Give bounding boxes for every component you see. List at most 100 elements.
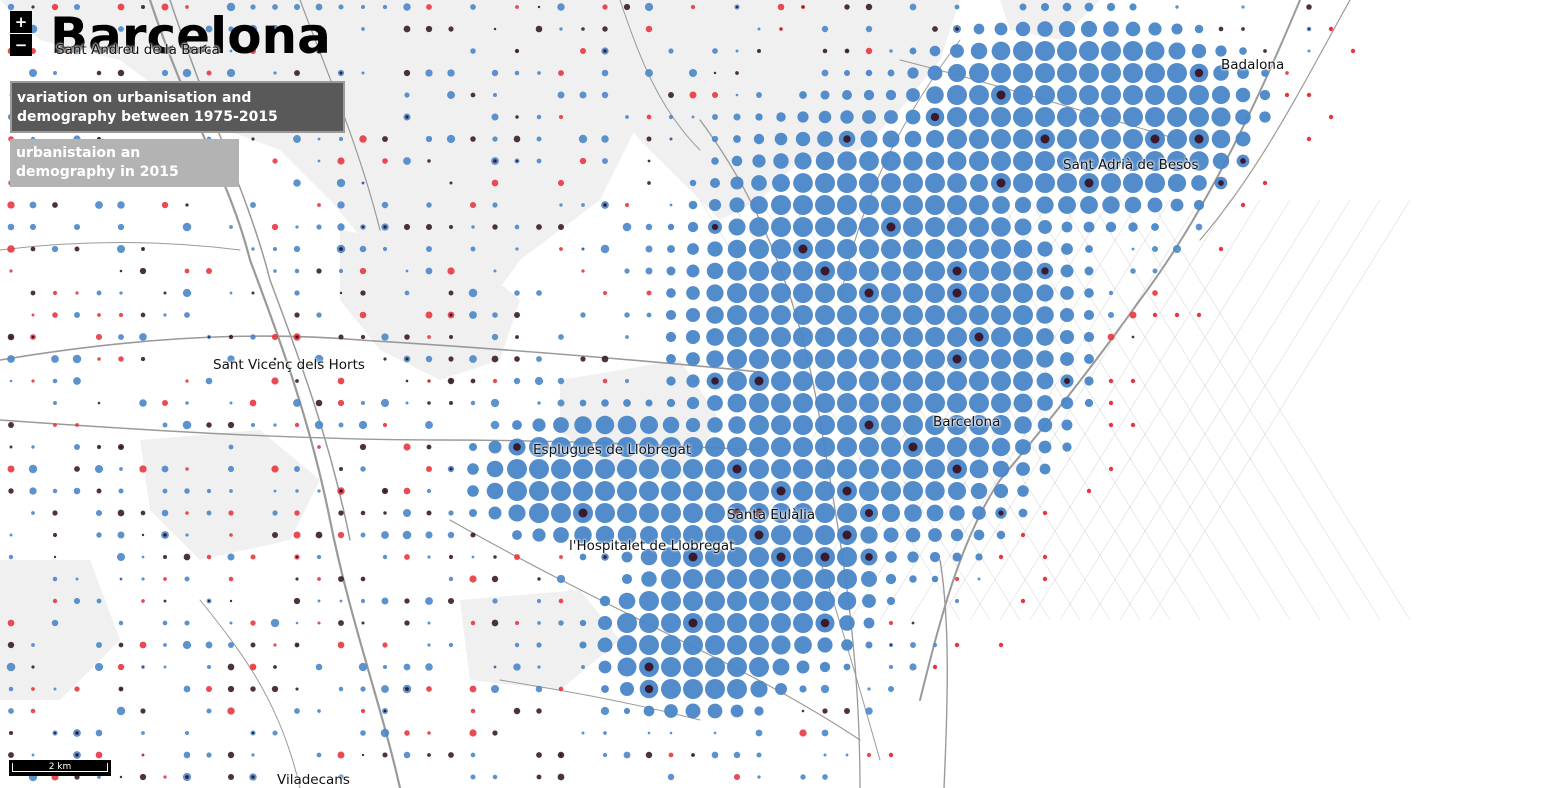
data-dot <box>1167 63 1187 83</box>
terrain-patch <box>340 230 520 380</box>
data-dot <box>903 327 923 347</box>
data-dot <box>536 136 542 142</box>
data-dot <box>841 639 853 651</box>
data-dot <box>183 751 191 759</box>
data-dot <box>161 509 169 517</box>
data-dot <box>338 510 344 516</box>
data-dot <box>95 509 103 517</box>
data-dot <box>931 575 939 583</box>
data-dot <box>1261 69 1269 77</box>
data-dot <box>625 115 629 119</box>
layer-2015-button[interactable]: urbanistaion an demography in 2015 <box>10 139 239 187</box>
data-dot <box>1036 284 1054 302</box>
data-dot <box>905 109 921 125</box>
data-dot <box>842 486 852 496</box>
data-dot <box>617 613 637 633</box>
data-dot <box>661 591 681 611</box>
data-dot <box>339 291 343 295</box>
data-dot <box>529 459 549 479</box>
data-dot <box>360 532 366 538</box>
data-dot <box>688 618 698 628</box>
data-dot <box>952 354 962 364</box>
data-dot <box>625 335 629 339</box>
data-dot <box>821 25 829 33</box>
data-dot <box>864 288 874 298</box>
data-dot <box>771 371 791 391</box>
data-dot <box>889 49 893 53</box>
data-dot <box>515 5 519 9</box>
zoom-out-button[interactable]: − <box>10 34 32 56</box>
data-dot <box>749 261 769 281</box>
data-dot <box>955 27 959 31</box>
city-street <box>909 199 1171 621</box>
data-dot <box>949 505 965 521</box>
data-dot <box>952 552 962 562</box>
data-dot <box>645 245 653 253</box>
data-dot <box>661 459 681 479</box>
data-dot <box>117 531 125 539</box>
data-dot <box>139 267 147 275</box>
data-dot <box>140 26 146 32</box>
data-dot <box>207 599 211 603</box>
data-dot <box>882 130 900 148</box>
layer-variation-button[interactable]: variation on urbanisation and demography… <box>10 81 345 133</box>
data-dot <box>683 657 703 677</box>
data-dot <box>1079 63 1099 83</box>
data-dot <box>551 459 571 479</box>
data-dot <box>1085 245 1093 253</box>
data-dot <box>182 288 192 298</box>
data-dot <box>470 48 476 54</box>
data-dot <box>932 664 938 670</box>
data-dot <box>771 415 791 435</box>
data-dot <box>661 481 681 501</box>
data-dot <box>1013 239 1033 259</box>
data-dot <box>843 69 851 77</box>
data-dot <box>647 159 651 163</box>
data-dot <box>772 174 790 192</box>
data-dot <box>1079 129 1099 149</box>
data-dot <box>514 70 520 76</box>
data-dot <box>52 290 58 296</box>
data-dot <box>1167 129 1187 149</box>
data-dot <box>1129 3 1137 11</box>
city-street <box>729 199 991 621</box>
zoom-in-button[interactable]: + <box>10 11 32 33</box>
data-dot <box>513 707 521 715</box>
data-dot <box>727 679 747 699</box>
data-dot <box>317 445 321 449</box>
data-dot <box>161 3 169 11</box>
data-dot <box>969 217 989 237</box>
data-dot <box>751 175 767 191</box>
data-dot <box>427 621 431 625</box>
data-dot <box>53 71 57 75</box>
data-dot <box>470 378 476 384</box>
data-dot <box>426 488 432 494</box>
data-dot <box>295 335 299 339</box>
data-dot <box>492 598 498 604</box>
data-dot <box>493 555 497 559</box>
data-dot <box>31 687 35 691</box>
data-dot <box>844 708 850 714</box>
data-dot <box>865 641 873 649</box>
data-dot <box>837 195 857 215</box>
data-dot <box>227 553 235 561</box>
data-dot <box>1101 41 1121 61</box>
data-dot <box>52 488 58 494</box>
data-dot <box>492 92 498 98</box>
data-dot <box>182 68 192 78</box>
data-dot <box>799 685 807 693</box>
data-dot <box>205 377 213 385</box>
data-dot <box>1101 85 1121 105</box>
data-dot <box>294 312 300 318</box>
data-dot <box>624 312 630 318</box>
data-dot <box>516 50 518 52</box>
data-dot <box>141 533 145 537</box>
data-dot <box>732 508 742 518</box>
data-dot <box>926 504 944 522</box>
data-dot <box>1057 85 1077 105</box>
data-dot <box>1218 180 1224 186</box>
data-dot <box>273 71 277 75</box>
data-dot <box>1035 85 1055 105</box>
data-dot <box>118 312 124 318</box>
